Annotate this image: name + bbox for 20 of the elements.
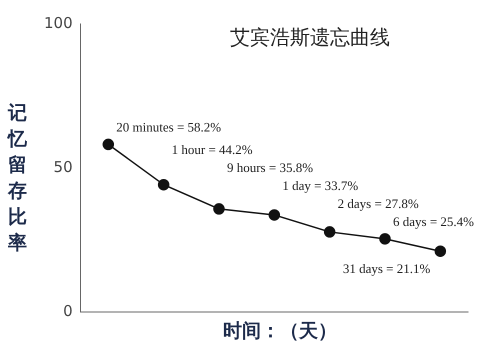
point (379, 233, 391, 245)
data-label: 9 hours = 35.8% (226, 160, 314, 175)
data-label: 20 minutes = 58.2% (116, 119, 222, 134)
point (434, 245, 446, 257)
y-axis-title: 记忆留存比率 (8, 101, 28, 256)
point (158, 178, 170, 190)
point (324, 226, 336, 238)
data-label: 6 days = 25.4% (392, 214, 474, 229)
point (102, 138, 114, 150)
data-label: 2 days = 27.8% (338, 196, 419, 211)
data-label: 1 day = 33.7% (282, 178, 358, 193)
data-label: 31 days = 21.1% (342, 261, 430, 276)
data-label: 1 hour = 44.2% (172, 142, 253, 157)
y-tick-label: 0 (63, 302, 73, 320)
x-axis-title: 时间：（天） (222, 319, 338, 344)
point (213, 203, 225, 215)
point (268, 209, 280, 221)
y-tick-label: 100 (44, 14, 73, 32)
chart-title: 艾宾浩斯遗忘曲线 (229, 24, 391, 51)
y-tick-label: 50 (54, 158, 73, 176)
